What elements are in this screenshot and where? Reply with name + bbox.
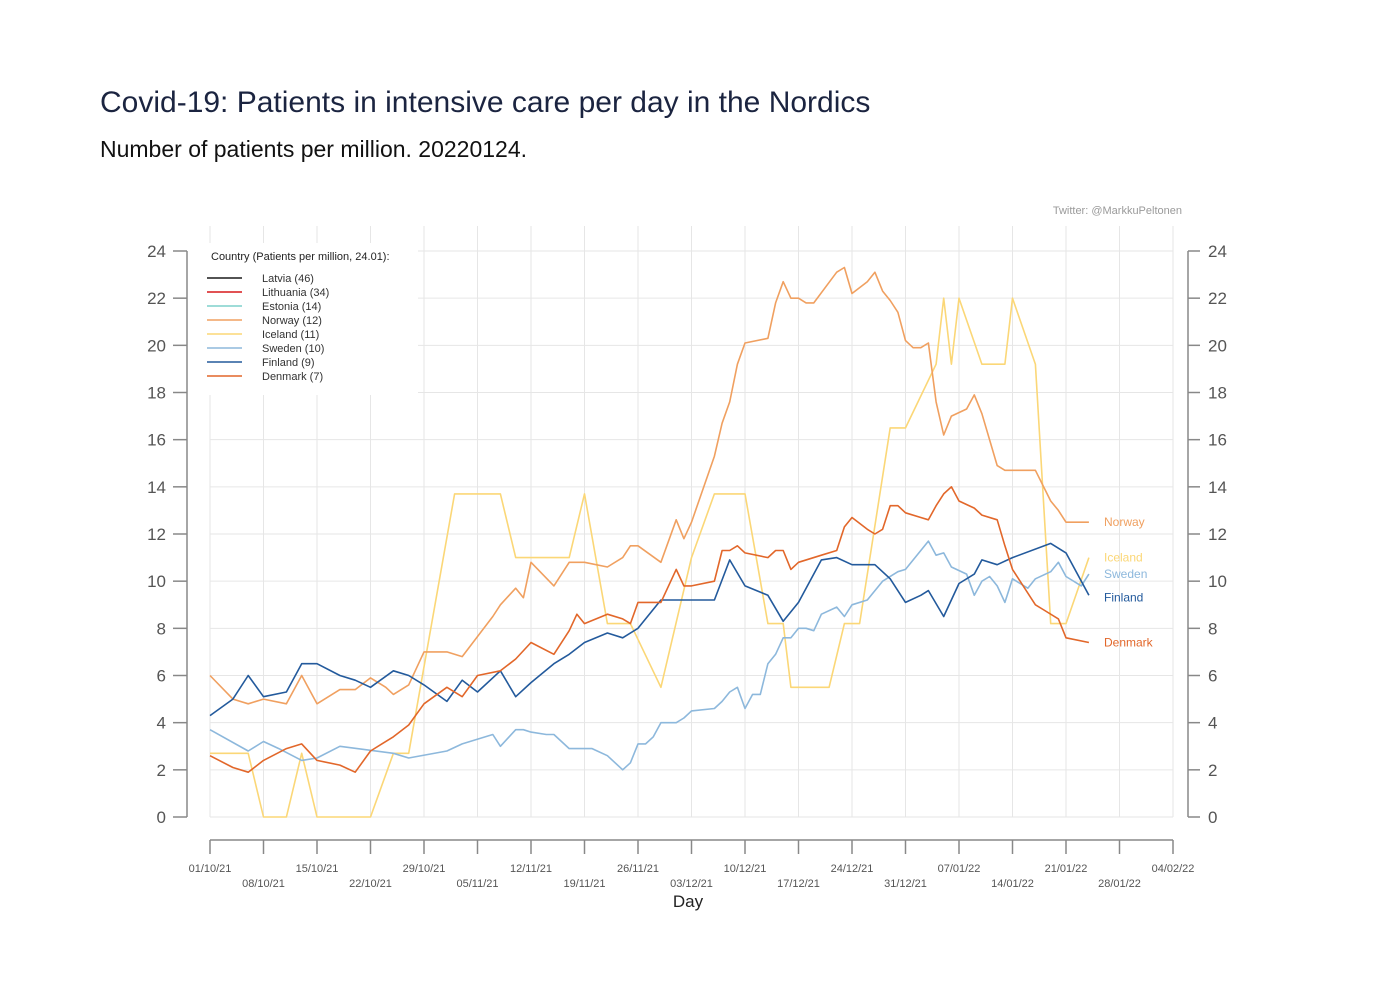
y-tick-label-right: 20 xyxy=(1208,336,1227,355)
x-tick-label: 01/10/21 xyxy=(189,863,232,875)
y-tick-label-right: 8 xyxy=(1208,619,1217,638)
series-line-sweden xyxy=(209,540,1090,771)
end-label-iceland: Iceland xyxy=(1104,551,1143,565)
y-tick-label-right: 12 xyxy=(1208,525,1227,544)
x-tick-label: 12/11/21 xyxy=(510,863,552,875)
y-tick-label-right: 24 xyxy=(1208,242,1227,261)
end-label-sweden: Sweden xyxy=(1104,567,1147,581)
x-tick-label: 19/11/21 xyxy=(563,878,605,890)
legend-box xyxy=(204,243,418,395)
legend-title: Country (Patients per million, 24.01): xyxy=(211,251,390,263)
y-tick-label-right: 6 xyxy=(1208,667,1217,686)
legend-entry-label: Norway (12) xyxy=(262,315,322,327)
x-tick-label: 22/10/21 xyxy=(349,878,392,890)
y-tick-label-left: 2 xyxy=(157,761,166,780)
y-tick-label-left: 12 xyxy=(147,525,166,544)
legend-entry-label: Estonia (14) xyxy=(262,301,321,313)
x-tick-label: 17/12/21 xyxy=(777,878,820,890)
y-tick-label-left: 6 xyxy=(157,667,166,686)
chart-title: Covid-19: Patients in intensive care per… xyxy=(100,86,871,119)
x-tick-label: 14/01/22 xyxy=(991,878,1034,890)
x-tick-label: 24/12/21 xyxy=(831,863,874,875)
chart-subtitle: Number of patients per million. 20220124… xyxy=(100,136,528,162)
y-tick-label-left: 24 xyxy=(147,242,166,261)
credit-text: Twitter: @MarkkuPeltonen xyxy=(1052,205,1182,217)
x-tick-label: 26/11/21 xyxy=(617,863,659,875)
end-label-norway: Norway xyxy=(1104,515,1145,529)
x-tick-label: 08/10/21 xyxy=(242,878,285,890)
y-tick-label-left: 10 xyxy=(147,572,166,591)
y-tick-label-right: 4 xyxy=(1208,714,1217,733)
x-tick-label: 21/01/22 xyxy=(1045,863,1088,875)
y-tick-label-right: 16 xyxy=(1208,431,1227,450)
y-tick-label-left: 22 xyxy=(147,289,166,308)
y-tick-label-left: 18 xyxy=(147,384,166,403)
y-tick-label-left: 14 xyxy=(147,478,166,497)
y-tick-label-right: 10 xyxy=(1208,572,1227,591)
end-label-denmark: Denmark xyxy=(1104,635,1154,649)
y-tick-label-right: 2 xyxy=(1208,761,1217,780)
x-tick-label: 10/12/21 xyxy=(724,863,767,875)
x-tick-label: 29/10/21 xyxy=(403,863,446,875)
legend: Country (Patients per million, 24.01): La… xyxy=(204,243,418,395)
y-tick-label-left: 4 xyxy=(157,714,166,733)
legend-entry-label: Latvia (46) xyxy=(262,273,314,285)
legend-entry-label: Denmark (7) xyxy=(262,371,323,383)
x-tick-label: 07/01/22 xyxy=(938,863,981,875)
series-line-norway xyxy=(209,266,1089,705)
y-tick-label-right: 18 xyxy=(1208,384,1227,403)
x-tick-label: 03/12/21 xyxy=(670,878,713,890)
y-tick-label-left: 20 xyxy=(147,336,166,355)
x-tick-label: 28/01/22 xyxy=(1098,878,1141,890)
end-label-finland: Finland xyxy=(1104,591,1143,605)
series-line-iceland xyxy=(210,297,1090,818)
x-tick-label: 04/02/22 xyxy=(1152,863,1195,875)
y-tick-label-right: 0 xyxy=(1208,808,1217,827)
series-line-denmark xyxy=(209,486,1090,773)
series-line-finland xyxy=(209,542,1090,717)
legend-entry-label: Sweden (10) xyxy=(262,343,324,355)
y-tick-label-left: 16 xyxy=(147,431,166,450)
legend-entry-label: Iceland (11) xyxy=(262,329,319,341)
y-tick-label-left: 8 xyxy=(157,619,166,638)
end-labels: Norway Iceland Sweden Finland Denmark xyxy=(1104,515,1154,649)
y-tick-label-right: 14 xyxy=(1208,478,1227,497)
y-tick-label-left: 0 xyxy=(157,808,166,827)
legend-entry-label: Lithuania (34) xyxy=(262,287,329,299)
x-tick-label: 31/12/21 xyxy=(884,878,927,890)
x-tick-label: 05/11/21 xyxy=(456,878,498,890)
x-axis-label: Day xyxy=(673,892,704,911)
x-tick-label: 15/10/21 xyxy=(296,863,339,875)
y-tick-label-right: 22 xyxy=(1208,289,1227,308)
legend-entry-label: Finland (9) xyxy=(262,357,315,369)
series-lines xyxy=(209,266,1090,818)
